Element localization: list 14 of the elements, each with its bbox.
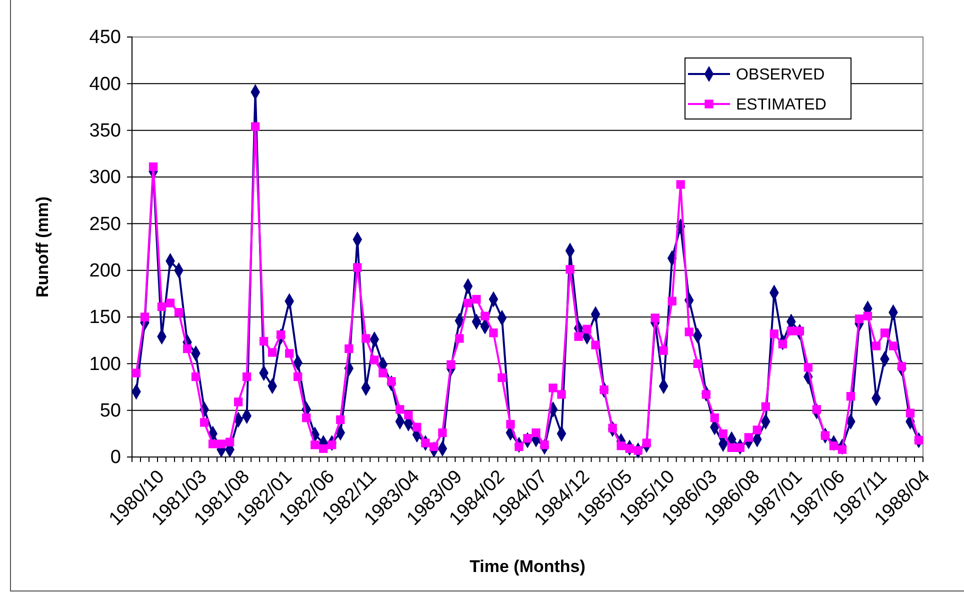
legend-label: OBSERVED <box>736 66 825 84</box>
y-tick-label: 400 <box>89 74 121 95</box>
y-tick-label: 350 <box>89 120 121 142</box>
y-tick-label: 300 <box>89 167 121 188</box>
y-tick-label: 200 <box>89 260 121 282</box>
y-tick-label: 250 <box>89 214 121 235</box>
y-tick-label: 150 <box>89 307 121 328</box>
y-tick-label: 100 <box>89 354 121 375</box>
legend-label: ESTIMATED <box>736 96 826 114</box>
y-tick-label: 50 <box>100 400 121 422</box>
x-axis-title: Time (Months) <box>470 557 586 576</box>
y-tick-label: 450 <box>89 27 121 48</box>
y-tick-label: 0 <box>110 447 121 468</box>
y-axis-title: Runoff (mm) <box>33 196 52 298</box>
